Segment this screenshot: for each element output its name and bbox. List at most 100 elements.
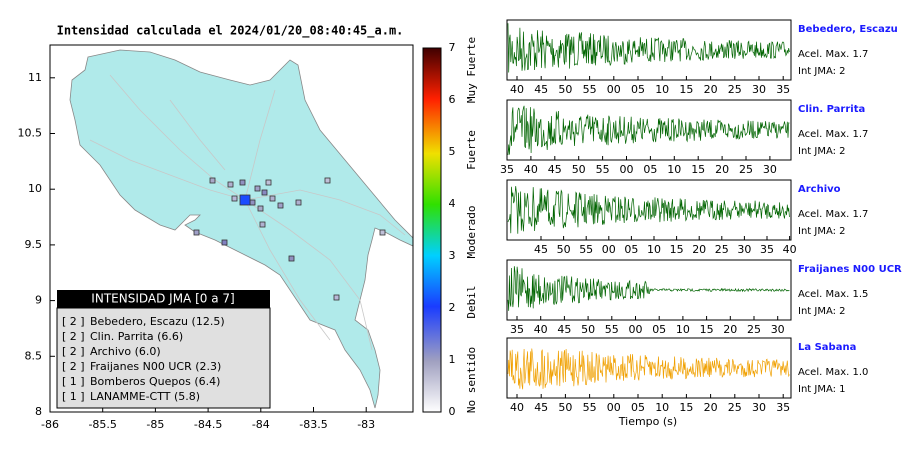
- colorbar-tick-label: 7: [449, 41, 456, 54]
- time-tick-label: 40: [510, 83, 524, 96]
- jma-intensity: Int JMA: 2: [798, 306, 846, 317]
- legend-level: [ 2 ]: [62, 315, 85, 328]
- legend-items: [ 2 ] Bebedero, Escazu (12.5) [ 2 ] Clin. P…: [62, 315, 225, 403]
- colorbar-level: Moderado: [465, 206, 478, 259]
- time-tick-label: 10: [676, 323, 690, 336]
- time-tick-label: 30: [737, 243, 751, 256]
- time-tick-label: 40: [524, 163, 538, 176]
- time-tick-label: 30: [752, 83, 766, 96]
- legend-level: [ 2 ]: [62, 345, 85, 358]
- time-tick-label: 05: [631, 401, 645, 414]
- colorbar-tick-label: 2: [449, 301, 456, 314]
- time-tick-label: 45: [557, 323, 571, 336]
- station-name: Archivo: [798, 184, 841, 195]
- time-tick-label: 50: [558, 83, 572, 96]
- time-tick-label: 55: [605, 323, 619, 336]
- y-tick-label: 11: [28, 71, 42, 84]
- colorbar-tick-label: 3: [449, 249, 456, 262]
- time-tick-label: 50: [572, 163, 586, 176]
- y-tick-label: 9.5: [25, 238, 43, 251]
- jma-intensity: Int JMA: 2: [798, 226, 846, 237]
- time-tick-label: 05: [624, 243, 638, 256]
- legend-box: [56, 307, 271, 409]
- y-tick-label: 8.5: [25, 349, 43, 362]
- time-tick-label: 40: [783, 243, 797, 256]
- map-title: Intensidad calculada el 2024/01/20_08:40…: [57, 24, 404, 39]
- time-tick-label: 15: [670, 243, 684, 256]
- time-tick-label: 10: [667, 163, 681, 176]
- y-tick-label: 9: [35, 294, 42, 307]
- max-accel: Acel. Max. 1.7: [798, 49, 868, 60]
- time-tick-label: 55: [583, 401, 597, 414]
- time-tick-label: 30: [763, 163, 777, 176]
- time-tick-label: 55: [579, 243, 593, 256]
- time-tick-label: 55: [583, 83, 597, 96]
- legend-station: Bebedero, Escazu (12.5): [90, 315, 225, 328]
- time-tick-label: 15: [691, 163, 705, 176]
- time-tick-label: 50: [558, 401, 572, 414]
- time-tick-label: 25: [739, 163, 753, 176]
- time-tick-label: 40: [534, 323, 548, 336]
- x-tick-label: -85.5: [88, 418, 116, 431]
- time-tick-label: 35: [776, 83, 790, 96]
- waveform: [507, 23, 790, 73]
- jma-intensity: Int JMA: 2: [798, 146, 846, 157]
- time-tick-label: 00: [602, 243, 616, 256]
- station-name: Fraijanes N00 UCR: [798, 264, 902, 275]
- colorbar-tick-label: 1: [449, 353, 456, 366]
- legend-level: [ 2 ]: [62, 330, 85, 343]
- x-tick-label: -86: [41, 418, 59, 431]
- time-tick-label: 25: [747, 323, 761, 336]
- y-tick-label: 8: [35, 405, 42, 418]
- colorbar: [422, 47, 442, 413]
- colorbar-level: Fuerte: [465, 130, 478, 170]
- time-tick-label: 20: [704, 83, 718, 96]
- colorbar-level: Debil: [465, 285, 478, 318]
- waveform: [507, 266, 790, 311]
- time-tick-label: 15: [700, 323, 714, 336]
- time-tick-label: 55: [596, 163, 610, 176]
- time-tick-label: 40: [510, 401, 524, 414]
- legend-level: [ 2 ]: [62, 360, 85, 373]
- max-accel: Acel. Max. 1.7: [798, 129, 868, 140]
- station-name: Clin. Parrita: [798, 104, 865, 115]
- time-tick-label: 10: [655, 83, 669, 96]
- max-accel: Acel. Max. 1.0: [798, 367, 868, 378]
- legend-station: LANAMME-CTT (5.8): [90, 390, 200, 403]
- time-tick-label: 15: [679, 401, 693, 414]
- time-tick-label: 35: [510, 323, 524, 336]
- time-tick-label: 20: [692, 243, 706, 256]
- legend-header: [57, 290, 270, 308]
- panel-frame: [506, 19, 792, 81]
- time-tick-label: 35: [500, 163, 514, 176]
- time-tick-label: 50: [581, 323, 595, 336]
- time-tick-label: 45: [534, 243, 548, 256]
- time-tick-label: 30: [771, 323, 785, 336]
- x-tick-label: -85: [146, 418, 164, 431]
- x-tick-label: -84.5: [194, 418, 222, 431]
- max-accel: Acel. Max. 1.7: [798, 209, 868, 220]
- y-tick-label: 10: [28, 182, 42, 195]
- time-tick-label: 00: [607, 401, 621, 414]
- time-tick-label: 00: [607, 83, 621, 96]
- legend-station: Fraijanes N00 UCR (2.3): [90, 360, 221, 373]
- jma-intensity: Int JMA: 1: [798, 384, 846, 395]
- colorbar-tick-label: 5: [449, 145, 456, 158]
- legend-level: [ 1 ]: [62, 375, 85, 388]
- time-tick-label: 35: [760, 243, 774, 256]
- x-axis-title: Tiempo (s): [618, 415, 677, 428]
- time-tick-label: 20: [704, 401, 718, 414]
- legend-station: Archivo (6.0): [90, 345, 161, 358]
- time-tick-label: 05: [631, 83, 645, 96]
- time-tick-label: 25: [715, 243, 729, 256]
- colorbar-tick-label: 6: [449, 93, 456, 106]
- map-body: [69, 49, 413, 409]
- legend-title: INTENSIDAD JMA [0 a 7]: [91, 292, 234, 306]
- waveform: [507, 105, 790, 156]
- time-tick-label: 35: [776, 401, 790, 414]
- waveform: [507, 348, 790, 390]
- time-tick-label: 45: [534, 401, 548, 414]
- time-tick-label: 10: [655, 401, 669, 414]
- time-tick-label: 25: [728, 401, 742, 414]
